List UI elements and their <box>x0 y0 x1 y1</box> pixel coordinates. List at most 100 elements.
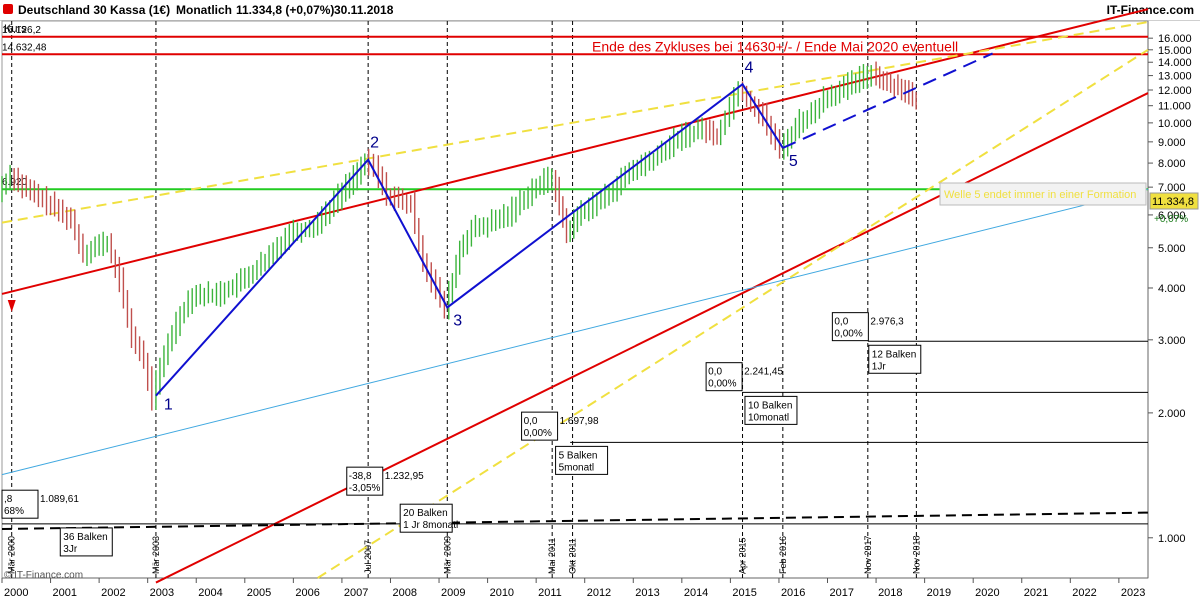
y-tick-label: 8.000 <box>1158 158 1186 170</box>
measure-pct-label: 68% <box>4 506 24 517</box>
x-tick-label: 2005 <box>247 587 271 599</box>
x-tick-label: 2016 <box>781 587 805 599</box>
measure-box <box>744 395 798 425</box>
x-tick-label: 2017 <box>830 587 854 599</box>
y-tick-label: 4.000 <box>1158 283 1186 295</box>
measure-bars-label: 12 Balken <box>872 349 916 360</box>
measure-pct-box <box>705 362 743 392</box>
measure-box <box>868 344 922 374</box>
watermark: © IT-Finance.com <box>4 570 83 581</box>
measure-pct-box <box>346 466 384 496</box>
projection-dashed-line <box>782 52 994 149</box>
measure-bars-label: 10 Balken <box>748 400 792 411</box>
y-tick-label: 3.000 <box>1158 335 1186 347</box>
measure-pct-box <box>831 312 869 342</box>
x-tick-label: 2011 <box>538 587 562 599</box>
measure-pct-label: -3,05% <box>349 483 381 494</box>
date-marker-label: Okt 2011 <box>568 538 578 574</box>
y-tick-label: 10.000 <box>1158 118 1192 130</box>
measure-change-label: -38,8 <box>349 471 372 482</box>
measure-bars-label: 20 Balken <box>403 508 447 519</box>
x-tick-label: 2000 <box>4 587 28 599</box>
measure-box <box>59 527 113 557</box>
measure-period-label: 10monatl <box>748 412 789 423</box>
x-tick-label: 2001 <box>53 587 77 599</box>
y-tick-label: 7.000 <box>1158 182 1186 194</box>
quote-date: 30.11.2018 <box>334 3 394 17</box>
last-price-box <box>1149 192 1199 210</box>
measure-value-label: 2.241,45 <box>744 367 783 378</box>
measure-change-label: 0,0 <box>834 317 848 328</box>
date-marker-label: Nov 2017 <box>863 535 873 574</box>
wave-label-4: 4 <box>745 59 754 76</box>
date-marker-label: Apr 2015 <box>738 537 748 574</box>
y-tick-label: 16.000 <box>1158 33 1192 45</box>
x-tick-label: 2006 <box>295 587 319 599</box>
cycle-annotation: Ende des Zykluses bei 14630+/- / Ende Ma… <box>592 38 958 54</box>
last-quote: 11.334,8 (+0,07%) <box>236 3 335 17</box>
measure-value-label: 1.232,95 <box>385 471 424 482</box>
long-term-support-line <box>1 188 1149 476</box>
measure-period-label: 1Jr <box>872 361 887 372</box>
measure-pct-box <box>521 411 559 441</box>
x-tick-label: 2020 <box>975 587 999 599</box>
measure-pct-label: 0,00% <box>834 329 862 340</box>
measure-change-label: 0,0 <box>524 416 538 427</box>
x-tick-label: 2002 <box>101 587 125 599</box>
y-tick-label: 11.000 <box>1158 101 1191 113</box>
level-label: 16.126,2 <box>2 25 41 36</box>
x-tick-label: 2013 <box>635 587 659 599</box>
peak-arrow-icon <box>7 300 16 312</box>
date-marker-label: Mär 2003 <box>151 536 161 574</box>
x-tick-label: 2023 <box>1121 587 1145 599</box>
measure-value-label: 1.697,98 <box>560 416 599 427</box>
y-tick-label: 2.000 <box>1158 408 1186 420</box>
x-tick-label: 2004 <box>198 587 222 599</box>
last-change-label: +0,07% <box>1154 214 1188 225</box>
y-tick-label: 5.000 <box>1158 243 1186 255</box>
elliott-wave-path <box>155 82 784 397</box>
measure-period-label: 3Jr <box>63 544 78 555</box>
date-marker-label: Mär 2000 <box>7 536 17 574</box>
x-tick-label: 2019 <box>927 587 951 599</box>
x-tick-label: 2015 <box>732 587 756 599</box>
measure-value-label: 2.976,3 <box>870 317 904 328</box>
date-marker-label: Nov 2018 <box>911 535 921 574</box>
wave5-note-box <box>939 182 1147 206</box>
x-tick-label: 2009 <box>441 587 465 599</box>
measure-pct-label: 0,00% <box>524 428 552 439</box>
last-price-label: 11.334,8 <box>1152 196 1194 208</box>
measure-value-label: 1.089,61 <box>40 494 79 505</box>
y-tick-label: 12.000 <box>1158 85 1192 97</box>
wave-label-2: 2 <box>370 135 379 152</box>
y-tick-label: 15.000 <box>1158 45 1192 57</box>
x-tick-label: 2003 <box>150 587 174 599</box>
date-marker-label: Mai 2011 <box>547 538 557 574</box>
lower-channel-line <box>317 48 1149 579</box>
measure-bars-label: 36 Balken <box>63 532 107 543</box>
measure-bars-label: 5 Balken <box>559 450 598 461</box>
measure-period-label: 1 Jr 8monatl <box>403 520 458 531</box>
y-tick-label: 6.000 <box>1158 210 1186 222</box>
wave-label-3: 3 <box>453 312 462 329</box>
measure-change-label: ,8 <box>4 494 13 505</box>
x-tick-label: 2014 <box>684 587 708 599</box>
measure-pct-label: 0,00% <box>708 379 736 390</box>
y-axis-title: Kurs <box>4 23 27 35</box>
instrument-name: Deutschland 30 Kassa (1€) <box>18 3 171 17</box>
date-marker-label: Jul 2007 <box>363 540 373 574</box>
interval-label: Monatlich <box>176 3 232 17</box>
upper-channel-line <box>1 21 1149 224</box>
measure-change-label: 0,0 <box>708 367 722 378</box>
level-label: 14.632,48 <box>2 42 47 53</box>
date-marker-label: Mär 2009 <box>442 536 452 574</box>
measure-box <box>399 503 453 533</box>
y-tick-label: 13.000 <box>1158 71 1192 83</box>
dax-logo-icon <box>3 4 13 14</box>
measure-pct-box <box>1 489 39 519</box>
wave5-note-text: Welle 5 endet immer in einer Formation <box>944 189 1136 201</box>
y-tick-label: 9.000 <box>1158 137 1186 149</box>
x-tick-label: 2007 <box>344 587 368 599</box>
x-tick-label: 2010 <box>490 587 514 599</box>
